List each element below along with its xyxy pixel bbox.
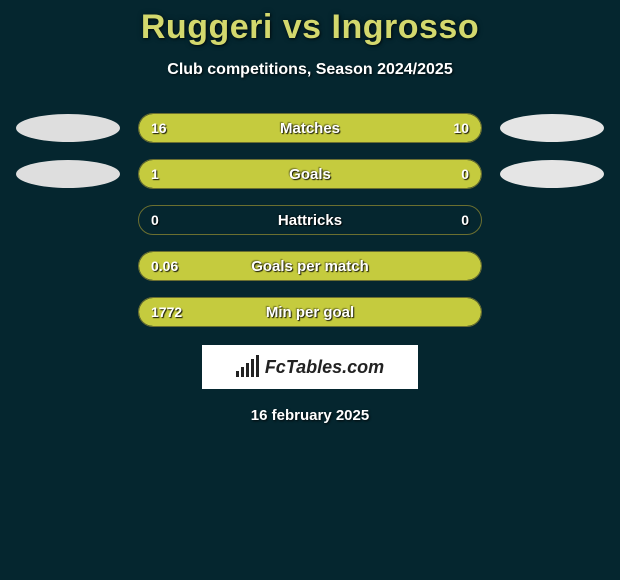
stat-row: 00Hattricks xyxy=(0,205,620,235)
stat-label: Goals xyxy=(139,160,481,188)
right-player-marker xyxy=(500,251,604,281)
comparison-subtitle: Club competitions, Season 2024/2025 xyxy=(0,61,620,79)
player-oval-icon xyxy=(16,114,120,142)
stat-bar: 0.06Goals per match xyxy=(138,251,482,281)
left-player-marker xyxy=(16,205,120,235)
stat-row: 0.06Goals per match xyxy=(0,251,620,281)
left-player-marker xyxy=(16,251,120,281)
stat-row: 1772Min per goal xyxy=(0,297,620,327)
stat-row: 10Goals xyxy=(0,159,620,189)
left-player-marker xyxy=(16,159,120,189)
stats-block: 1610Matches 10Goals 00Hattricks 0.06Goals p… xyxy=(0,113,620,327)
comparison-title: Ruggeri vs Ingrosso xyxy=(0,8,620,47)
right-player-marker xyxy=(500,113,604,143)
stat-label: Goals per match xyxy=(139,252,481,280)
stat-label: Hattricks xyxy=(139,206,481,234)
stat-bar: 10Goals xyxy=(138,159,482,189)
stat-row: 1610Matches xyxy=(0,113,620,143)
stat-bar: 1610Matches xyxy=(138,113,482,143)
stat-label: Matches xyxy=(139,114,481,142)
logo-bars-icon xyxy=(236,357,259,377)
player-oval-icon xyxy=(16,160,120,188)
stat-label: Min per goal xyxy=(139,298,481,326)
left-player-marker xyxy=(16,297,120,327)
site-logo: FcTables.com xyxy=(202,345,418,389)
stat-bar: 00Hattricks xyxy=(138,205,482,235)
stat-bar: 1772Min per goal xyxy=(138,297,482,327)
logo-text: FcTables.com xyxy=(265,357,384,378)
left-player-marker xyxy=(16,113,120,143)
right-player-marker xyxy=(500,297,604,327)
right-player-marker xyxy=(500,205,604,235)
snapshot-date: 16 february 2025 xyxy=(0,407,620,424)
player-oval-icon xyxy=(500,160,604,188)
player-oval-icon xyxy=(500,114,604,142)
right-player-marker xyxy=(500,159,604,189)
